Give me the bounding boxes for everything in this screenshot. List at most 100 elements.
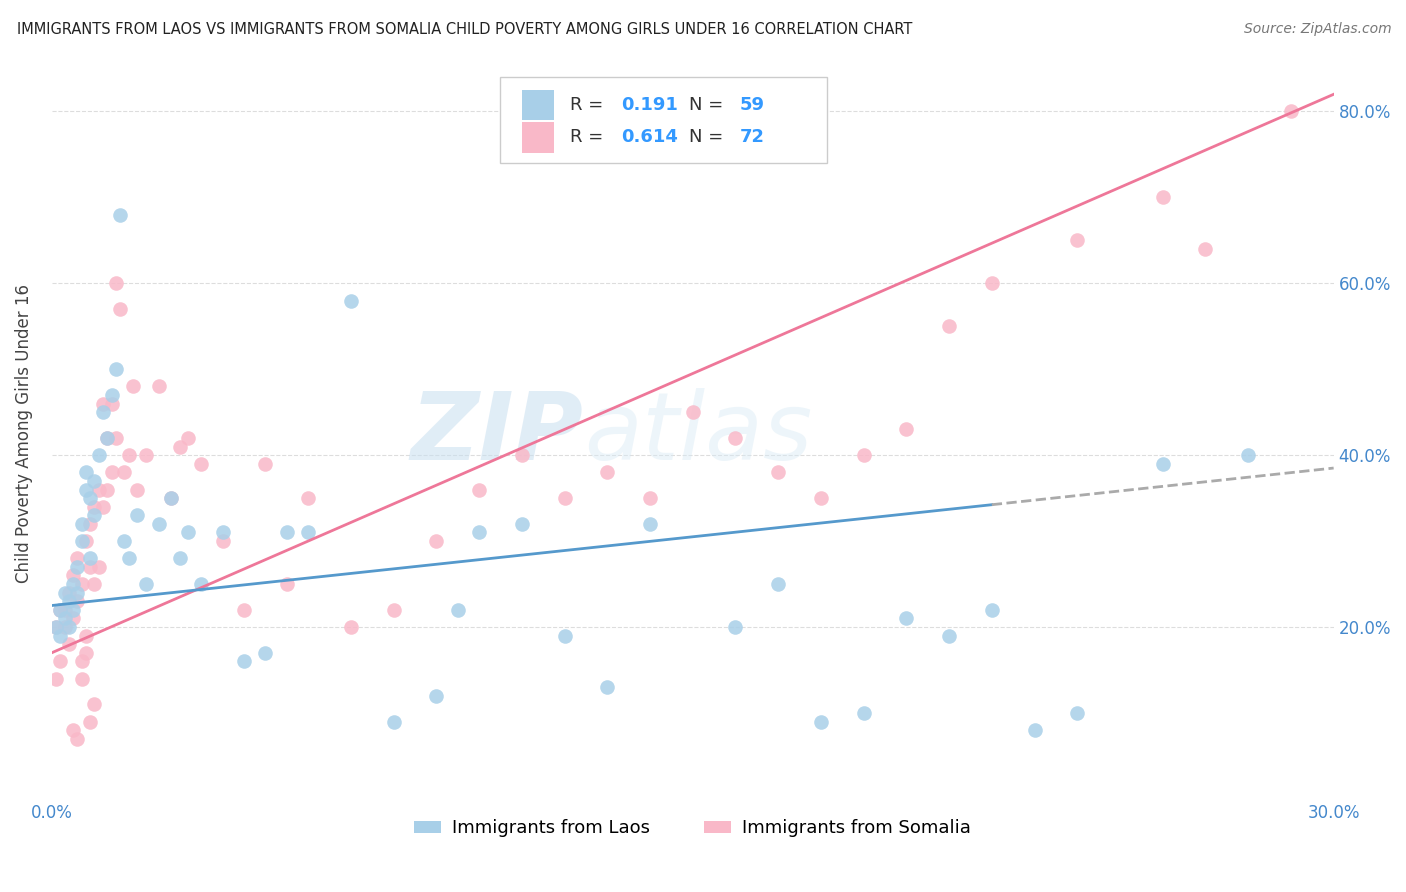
Text: 0.191: 0.191 — [621, 96, 678, 114]
Point — [70, 654, 93, 668]
Point — [96, 483, 118, 497]
Point — [49, 603, 72, 617]
Point — [87, 483, 110, 497]
Point — [58, 585, 80, 599]
Point — [1237, 448, 1260, 462]
Point — [177, 431, 200, 445]
Point — [160, 491, 183, 505]
Point — [45, 620, 67, 634]
Text: 72: 72 — [740, 128, 765, 146]
Point — [190, 457, 212, 471]
Point — [112, 534, 135, 549]
Text: R =: R = — [569, 128, 609, 146]
Point — [75, 483, 97, 497]
Point — [148, 379, 170, 393]
Point — [297, 525, 319, 540]
Point — [62, 577, 84, 591]
Point — [254, 646, 277, 660]
Y-axis label: Child Poverty Among Girls Under 16: Child Poverty Among Girls Under 16 — [15, 285, 32, 583]
Point — [1066, 706, 1088, 720]
Point — [62, 723, 84, 737]
Point — [510, 516, 533, 531]
Point — [938, 319, 960, 334]
Point — [810, 714, 832, 729]
Point — [638, 491, 661, 505]
Point — [810, 491, 832, 505]
Point — [638, 516, 661, 531]
Point — [980, 603, 1002, 617]
Point — [112, 466, 135, 480]
Point — [148, 516, 170, 531]
Point — [70, 672, 93, 686]
Point — [1194, 242, 1216, 256]
Point — [135, 577, 157, 591]
Point — [233, 654, 256, 668]
Point — [58, 594, 80, 608]
Point — [83, 500, 105, 514]
Point — [276, 525, 298, 540]
Point — [122, 379, 145, 393]
Point — [96, 431, 118, 445]
Point — [75, 629, 97, 643]
Point — [980, 277, 1002, 291]
Point — [91, 405, 114, 419]
Point — [233, 603, 256, 617]
Point — [104, 277, 127, 291]
Point — [135, 448, 157, 462]
Point — [53, 603, 76, 617]
Point — [45, 620, 67, 634]
Point — [66, 559, 89, 574]
Point — [425, 534, 447, 549]
Point — [100, 388, 122, 402]
Point — [62, 568, 84, 582]
Point — [190, 577, 212, 591]
Point — [169, 440, 191, 454]
Point — [852, 448, 875, 462]
Point — [70, 534, 93, 549]
Text: N =: N = — [689, 128, 728, 146]
Point — [852, 706, 875, 720]
Point — [160, 491, 183, 505]
Point — [91, 396, 114, 410]
Point — [468, 525, 491, 540]
Point — [53, 620, 76, 634]
Point — [1066, 233, 1088, 247]
Point — [83, 508, 105, 523]
Point — [1152, 457, 1174, 471]
Point — [382, 603, 405, 617]
Point — [382, 714, 405, 729]
FancyBboxPatch shape — [522, 122, 554, 153]
Text: atlas: atlas — [583, 388, 813, 479]
Point — [118, 551, 141, 566]
Point — [108, 302, 131, 317]
Point — [53, 585, 76, 599]
Point — [66, 551, 89, 566]
Point — [87, 448, 110, 462]
Point — [276, 577, 298, 591]
Point — [104, 362, 127, 376]
Text: IMMIGRANTS FROM LAOS VS IMMIGRANTS FROM SOMALIA CHILD POVERTY AMONG GIRLS UNDER : IMMIGRANTS FROM LAOS VS IMMIGRANTS FROM … — [17, 22, 912, 37]
Point — [340, 620, 363, 634]
Point — [100, 466, 122, 480]
Point — [66, 594, 89, 608]
Point — [79, 559, 101, 574]
Point — [96, 431, 118, 445]
FancyBboxPatch shape — [522, 90, 554, 120]
Point — [340, 293, 363, 308]
Point — [1279, 104, 1302, 119]
Point — [62, 611, 84, 625]
Point — [49, 629, 72, 643]
Point — [724, 431, 747, 445]
Point — [297, 491, 319, 505]
Point — [211, 525, 233, 540]
Point — [211, 534, 233, 549]
Point — [79, 551, 101, 566]
Point — [83, 698, 105, 712]
Point — [49, 603, 72, 617]
Point — [596, 466, 619, 480]
Text: 59: 59 — [740, 96, 765, 114]
Point — [118, 448, 141, 462]
Point — [91, 500, 114, 514]
Point — [896, 611, 918, 625]
Point — [75, 646, 97, 660]
